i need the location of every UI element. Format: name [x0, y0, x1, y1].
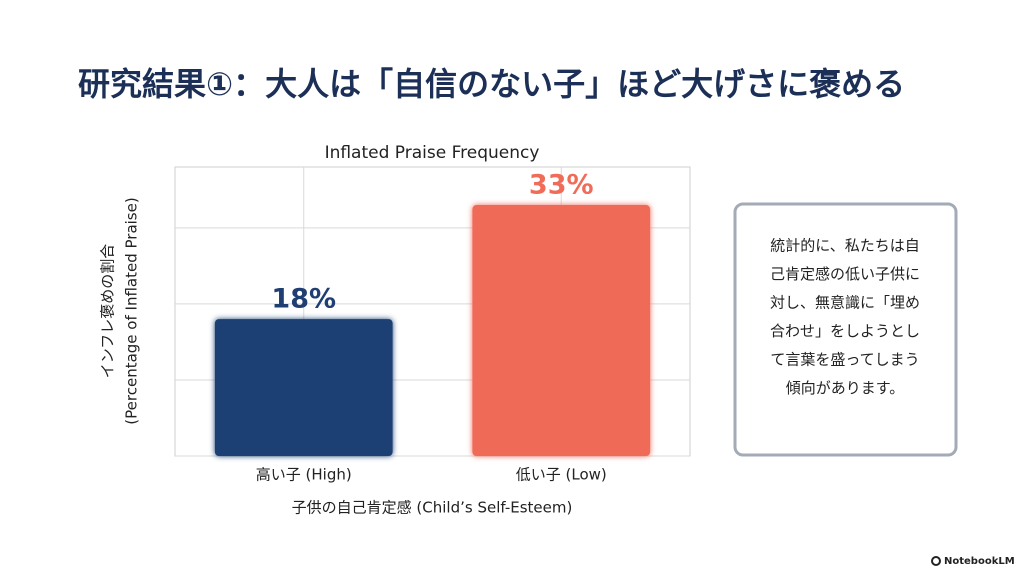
y-axis-label: インフレ褒めの割合: [99, 244, 117, 379]
logo-icon: [931, 556, 941, 566]
x-tick-label: 高い子 (High): [256, 466, 352, 484]
plot: 高い子 (High) 18% 低い子 (Low) 33%: [175, 167, 690, 484]
x-axis-label: 子供の自己肯定感 (Child’s Self-Esteem): [292, 499, 573, 517]
note-line: 傾向があります。: [786, 379, 905, 397]
y-axis-label: (Percentage of Inflated Praise): [123, 197, 141, 424]
bar: [214, 319, 393, 456]
brand: NotebookLM: [944, 556, 1015, 567]
value-label: 33%: [529, 170, 594, 201]
slide-title: 研究結果①：大人は「自信のない子」ほど大げさに褒める: [78, 65, 905, 103]
value-label: 18%: [271, 284, 336, 315]
chart-title: Inflated Praise Frequency: [325, 143, 540, 163]
note-box: [733, 202, 958, 457]
note-line: 統計的に、私たちは自: [770, 237, 920, 255]
note-line: て言葉を盛ってしまう: [770, 351, 919, 369]
note-line: 対し、無意識に「埋め: [770, 294, 920, 312]
note-line: 己肯定感の低い子供に: [770, 265, 920, 283]
x-tick-label: 低い子 (Low): [516, 466, 607, 484]
bar: [472, 205, 651, 456]
note: 統計的に、私たちは自己肯定感の低い子供に対し、無意識に「埋め合わせ」をしようとし…: [770, 237, 920, 398]
note-line: 合わせ」をしようとし: [770, 322, 920, 340]
footer-logo: NotebookLM: [931, 556, 1015, 567]
